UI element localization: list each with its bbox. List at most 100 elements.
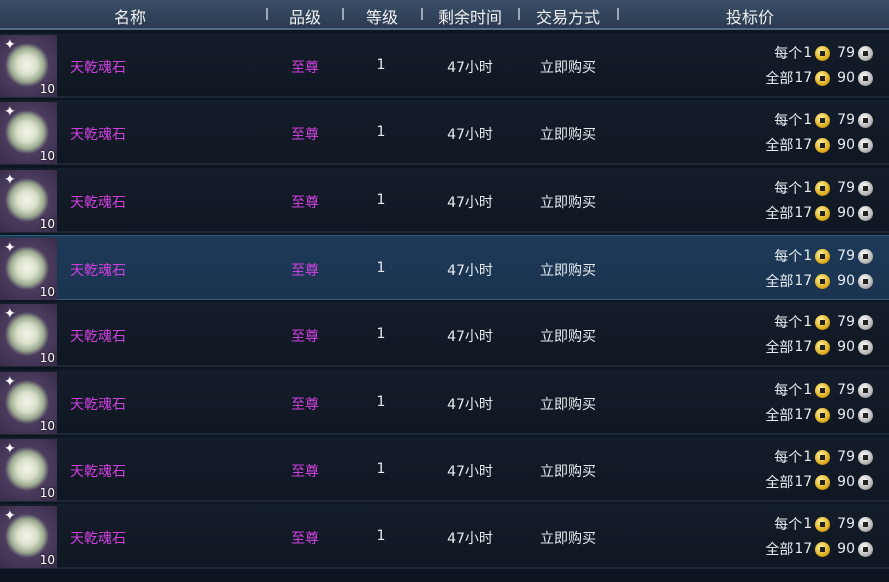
item-time-left: 47小时	[447, 397, 493, 413]
item-level: 1	[376, 57, 386, 73]
gold-coin-icon	[815, 70, 831, 86]
header-grade[interactable]: 品级	[288, 8, 322, 27]
silver-coin-icon	[858, 339, 873, 355]
item-icon-soul-stone[interactable]: ✦ 10	[0, 102, 57, 164]
price-each-label: 每个	[774, 383, 803, 399]
item-icon-soul-stone[interactable]: ✦ 10	[0, 35, 57, 97]
gold-coin-icon	[815, 474, 831, 490]
gold-coin-icon	[815, 541, 831, 557]
sparkle-icon: ✦	[4, 172, 16, 188]
item-icon-soul-stone[interactable]: ✦ 10	[0, 170, 57, 232]
table-row[interactable]: ✦ 10 天乾魂石 至尊 1 47小时 立即购买 每个 1 79 全部 17 90	[0, 235, 889, 300]
price-total: 全部 17 90	[765, 405, 875, 425]
price-total-gold: 17	[794, 273, 813, 289]
silver-coin-icon	[858, 449, 873, 465]
price-each: 每个 1 79	[774, 43, 875, 63]
item-trade-type: 立即购买	[540, 329, 596, 345]
sparkle-icon: ✦	[4, 37, 16, 53]
gold-coin-icon	[815, 273, 831, 289]
silver-coin-icon	[858, 205, 873, 221]
header-name[interactable]: 名称	[113, 8, 147, 27]
item-level: 1	[376, 394, 386, 410]
price-total-label: 全部	[765, 274, 794, 290]
table-row[interactable]: ✦ 10 天乾魂石 至尊 1 47小时 立即购买 每个 1 79 全部 17 90	[0, 100, 889, 165]
column-divider[interactable]	[266, 8, 268, 20]
item-name: 天乾魂石	[70, 531, 126, 547]
item-icon-soul-stone[interactable]: ✦ 10	[0, 506, 57, 568]
price-total-label: 全部	[765, 475, 794, 491]
price-total-label: 全部	[765, 542, 794, 558]
item-icon-soul-stone[interactable]: ✦ 10	[0, 439, 57, 501]
price-each-gold: 1	[803, 112, 813, 128]
price-each: 每个 1 79	[774, 312, 875, 332]
price-total-gold: 17	[794, 407, 813, 423]
item-name: 天乾魂石	[70, 127, 126, 143]
item-time-left: 47小时	[447, 329, 493, 345]
sparkle-icon: ✦	[4, 441, 16, 457]
table-row[interactable]: ✦ 10 天乾魂石 至尊 1 47小时 立即购买 每个 1 79 全部 17 90	[0, 370, 889, 435]
item-count: 10	[39, 351, 55, 365]
sparkle-icon: ✦	[4, 104, 16, 120]
price-total-silver: 90	[837, 339, 855, 355]
item-trade-type: 立即购买	[540, 195, 596, 211]
price-each: 每个 1 79	[774, 246, 875, 266]
table-row[interactable]: ✦ 10 天乾魂石 至尊 1 47小时 立即购买 每个 1 79 全部 17 90	[0, 437, 889, 502]
price-each-gold: 1	[803, 45, 813, 61]
item-trade-type: 立即购买	[540, 60, 596, 76]
column-divider[interactable]	[617, 8, 619, 20]
item-grade: 至尊	[291, 464, 319, 480]
column-divider[interactable]	[421, 8, 423, 20]
item-trade-type: 立即购买	[540, 263, 596, 279]
price-total-silver: 90	[837, 137, 855, 153]
column-divider[interactable]	[518, 8, 520, 20]
gold-coin-icon	[815, 180, 831, 196]
item-level: 1	[376, 260, 386, 276]
header-trade-type[interactable]: 交易方式	[535, 8, 601, 27]
price-each: 每个 1 79	[774, 110, 875, 130]
gold-coin-icon	[815, 449, 831, 465]
price-total-gold: 17	[794, 541, 813, 557]
price-each-label: 每个	[774, 315, 803, 331]
item-icon-soul-stone[interactable]: ✦ 10	[0, 304, 57, 366]
price-each-label: 每个	[774, 249, 803, 265]
silver-coin-icon	[858, 248, 873, 264]
table-row[interactable]: ✦ 10 天乾魂石 至尊 1 47小时 立即购买 每个 1 79 全部 17 90	[0, 504, 889, 569]
table-row[interactable]: ✦ 10 天乾魂石 至尊 1 47小时 立即购买 每个 1 79 全部 17 90	[0, 168, 889, 233]
item-trade-type: 立即购买	[540, 531, 596, 547]
price-each-gold: 1	[803, 314, 813, 330]
header-time-left[interactable]: 剩余时间	[437, 8, 503, 27]
price-each: 每个 1 79	[774, 178, 875, 198]
item-name: 天乾魂石	[70, 397, 126, 413]
price-each-silver: 79	[837, 382, 855, 398]
item-icon-soul-stone[interactable]: ✦ 10	[0, 238, 57, 300]
price-each-gold: 1	[803, 516, 813, 532]
price-each-silver: 79	[837, 180, 855, 196]
gold-coin-icon	[815, 382, 831, 398]
item-time-left: 47小时	[447, 531, 493, 547]
price-total-silver: 90	[837, 541, 855, 557]
price-total-gold: 17	[794, 474, 813, 490]
silver-coin-icon	[858, 137, 873, 153]
price-total-silver: 90	[837, 407, 855, 423]
column-divider[interactable]	[342, 8, 344, 20]
table-row[interactable]: ✦ 10 天乾魂石 至尊 1 47小时 立即购买 每个 1 79 全部 17 90	[0, 33, 889, 98]
silver-coin-icon	[858, 112, 873, 128]
price-total: 全部 17 90	[765, 472, 875, 492]
price-each-label: 每个	[774, 113, 803, 129]
header-bid-price[interactable]: 投标价	[725, 8, 775, 27]
price-each-silver: 79	[837, 45, 855, 61]
sparkle-icon: ✦	[4, 306, 16, 322]
silver-coin-icon	[858, 516, 873, 532]
sparkle-icon: ✦	[4, 508, 16, 524]
price-total-label: 全部	[765, 340, 794, 356]
sparkle-icon: ✦	[4, 240, 16, 256]
item-time-left: 47小时	[447, 195, 493, 211]
gold-coin-icon	[815, 112, 831, 128]
price-each-silver: 79	[837, 516, 855, 532]
item-icon-soul-stone[interactable]: ✦ 10	[0, 372, 57, 434]
item-count: 10	[39, 486, 55, 500]
item-name: 天乾魂石	[70, 263, 126, 279]
header-level[interactable]: 等级	[365, 8, 399, 27]
table-row[interactable]: ✦ 10 天乾魂石 至尊 1 47小时 立即购买 每个 1 79 全部 17 90	[0, 302, 889, 367]
gold-coin-icon	[815, 407, 831, 423]
